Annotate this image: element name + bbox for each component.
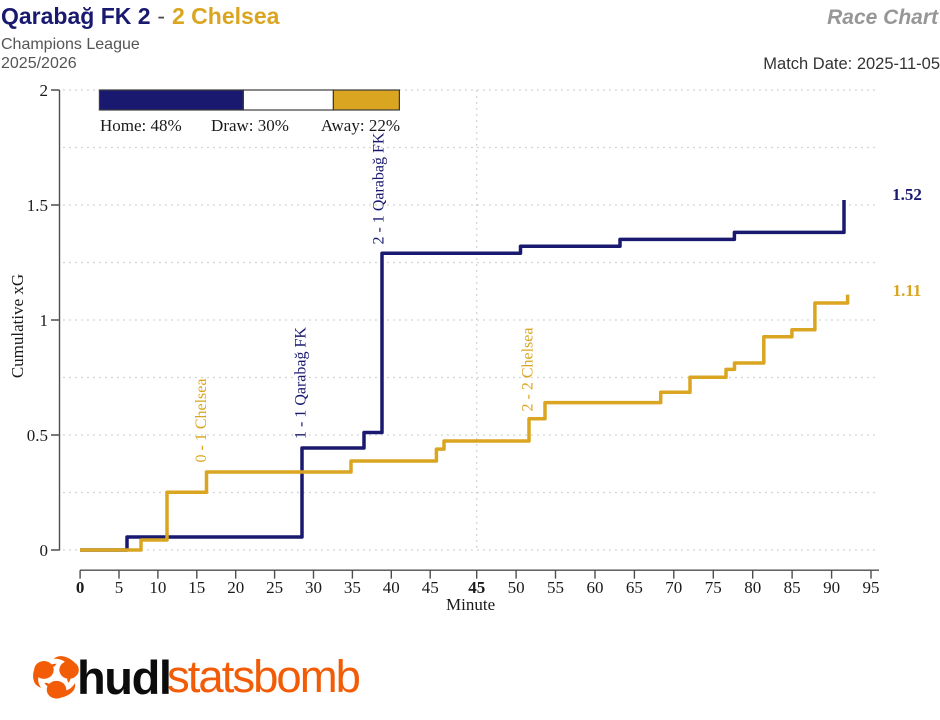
svg-text:45: 45 <box>422 578 439 597</box>
svg-text:1.52: 1.52 <box>892 185 922 204</box>
svg-text:1.11: 1.11 <box>893 281 922 300</box>
svg-text:60: 60 <box>587 578 604 597</box>
svg-text:70: 70 <box>665 578 682 597</box>
svg-text:75: 75 <box>705 578 722 597</box>
svg-text:65: 65 <box>626 578 643 597</box>
svg-text:30: 30 <box>305 578 322 597</box>
svg-text:Away: 22%: Away: 22% <box>321 116 400 135</box>
svg-text:0.5: 0.5 <box>27 426 48 445</box>
svg-text:25: 25 <box>266 578 283 597</box>
svg-text:45: 45 <box>468 578 485 597</box>
svg-text:0 - 1 Chelsea: 0 - 1 Chelsea <box>193 379 210 463</box>
svg-text:0: 0 <box>40 541 49 560</box>
svg-text:15: 15 <box>188 578 205 597</box>
svg-text:2 - 1 Qarabağ FK: 2 - 1 Qarabağ FK <box>371 132 388 244</box>
svg-text:80: 80 <box>744 578 761 597</box>
svg-text:10: 10 <box>149 578 166 597</box>
svg-text:90: 90 <box>823 578 840 597</box>
svg-text:50: 50 <box>508 578 525 597</box>
svg-text:95: 95 <box>863 578 880 597</box>
svg-text:Draw: 30%: Draw: 30% <box>211 116 289 135</box>
svg-text:20: 20 <box>227 578 244 597</box>
svg-text:35: 35 <box>344 578 361 597</box>
svg-text:2 - 2 Chelsea: 2 - 2 Chelsea <box>520 328 537 412</box>
svg-text:5: 5 <box>115 578 124 597</box>
svg-text:40: 40 <box>383 578 400 597</box>
svg-text:0: 0 <box>76 578 85 597</box>
svg-text:2: 2 <box>40 81 49 100</box>
svg-text:1.5: 1.5 <box>27 196 48 215</box>
svg-text:Cumulative xG: Cumulative xG <box>8 274 27 378</box>
svg-text:1 - 1 Qarabağ FK: 1 - 1 Qarabağ FK <box>293 327 310 439</box>
svg-text:1: 1 <box>40 311 49 330</box>
svg-text:85: 85 <box>784 578 801 597</box>
svg-text:55: 55 <box>547 578 564 597</box>
svg-text:Home: 48%: Home: 48% <box>100 116 182 135</box>
svg-text:Minute: Minute <box>446 595 495 614</box>
